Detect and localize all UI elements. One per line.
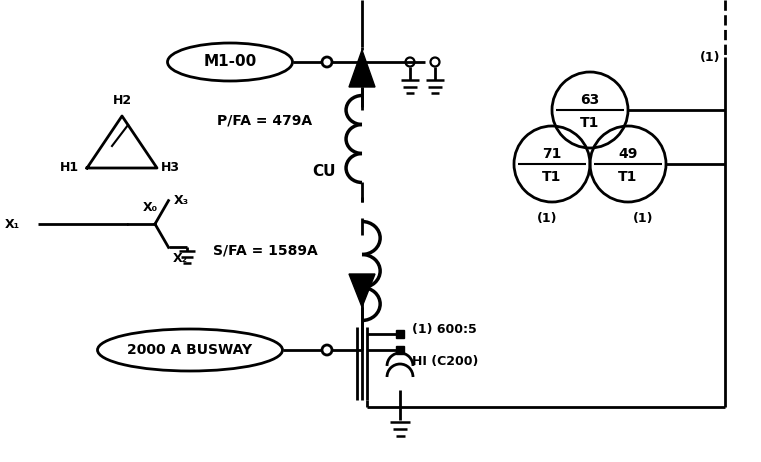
Text: 49: 49: [618, 147, 638, 161]
Text: M1-00: M1-00: [203, 55, 256, 69]
Text: (1): (1): [700, 51, 720, 64]
Text: H1: H1: [60, 162, 79, 175]
Text: T1: T1: [618, 170, 638, 184]
Text: (1): (1): [537, 212, 557, 225]
Text: HI (C200): HI (C200): [412, 355, 479, 369]
Text: T1: T1: [581, 116, 600, 130]
Text: (1) 600:5: (1) 600:5: [412, 323, 476, 336]
Text: 63: 63: [581, 93, 600, 107]
Text: X₀: X₀: [142, 201, 158, 214]
Text: S/FA = 1589A: S/FA = 1589A: [212, 243, 317, 257]
Text: T1: T1: [543, 170, 562, 184]
Polygon shape: [349, 274, 375, 307]
Text: P/FA = 479A: P/FA = 479A: [218, 113, 313, 127]
Bar: [396, 346, 404, 354]
Text: X₁: X₁: [5, 218, 20, 231]
Text: 2000 A BUSWAY: 2000 A BUSWAY: [127, 343, 253, 357]
Text: (1): (1): [632, 212, 653, 225]
Text: X₃: X₃: [174, 194, 189, 207]
Text: X₂: X₂: [173, 252, 187, 265]
Bar: [396, 330, 404, 338]
Text: H2: H2: [113, 94, 132, 107]
Polygon shape: [349, 50, 375, 87]
Text: 71: 71: [543, 147, 562, 161]
Text: H3: H3: [161, 162, 180, 175]
Text: CU: CU: [312, 164, 336, 180]
